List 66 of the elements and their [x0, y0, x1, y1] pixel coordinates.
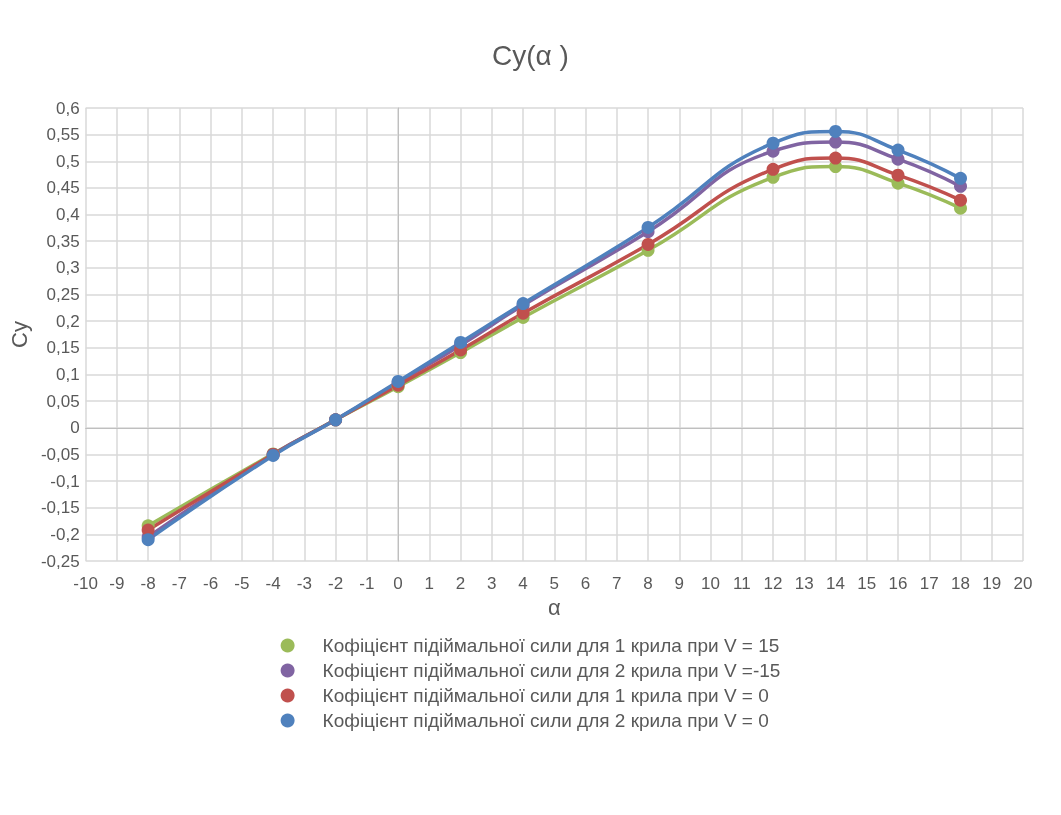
- y-tick-label: 0: [70, 418, 80, 438]
- x-tick-label: 16: [888, 574, 908, 593]
- y-tick-label: 0,25: [46, 285, 80, 305]
- y-tick-label: 0,45: [46, 178, 80, 198]
- x-tick-label: 18: [951, 574, 970, 593]
- y-tick-label: -0,2: [50, 524, 80, 544]
- y-tick-label: 0,1: [56, 364, 80, 384]
- point: [829, 151, 843, 165]
- x-tick-label: -5: [234, 574, 250, 593]
- x-tick-label: 8: [643, 574, 653, 593]
- y-tick-label: 0,5: [56, 151, 80, 171]
- x-tick-label: 7: [612, 574, 622, 593]
- x-tick-label: 13: [794, 574, 814, 593]
- x-tick-label: -10: [73, 574, 98, 593]
- point: [641, 220, 655, 234]
- y-tick-label: 0,35: [46, 231, 80, 251]
- legend-label: Кофіцієнт підіймальної сили для 2 крила при V =-15: [322, 660, 781, 681]
- x-tick-label: -6: [203, 574, 219, 593]
- y-tick-label: 0,15: [46, 338, 80, 358]
- point: [891, 143, 905, 157]
- x-tick-label: -2: [328, 574, 344, 593]
- x-tick-label: 0: [393, 574, 403, 593]
- y-axis-title: Cy: [6, 321, 32, 348]
- chart-title: Cy(α ): [492, 39, 569, 71]
- y-tick-label: 0,6: [56, 98, 80, 118]
- y-tick-label: 0,3: [56, 258, 80, 278]
- y-tick-label: 0,2: [56, 311, 80, 331]
- x-tick-label: 10: [701, 574, 721, 593]
- y-tick-label: 0,4: [56, 205, 80, 225]
- legend-label: Кофіцієнт підіймальної сили для 1 крила при V = 15: [322, 635, 780, 656]
- x-tick-label: 15: [857, 574, 877, 593]
- point: [954, 193, 968, 207]
- point: [891, 168, 905, 182]
- x-tick-label: 3: [487, 574, 497, 593]
- y-tick-label: -0,25: [40, 551, 80, 571]
- y-tick-label: 0,55: [46, 125, 80, 145]
- x-tick-label: -8: [140, 574, 156, 593]
- x-tick-label: 6: [580, 574, 591, 593]
- x-tick-label: 9: [674, 574, 685, 593]
- y-tick-label: 0,05: [46, 391, 80, 411]
- x-tick-label: -4: [265, 574, 281, 593]
- x-tick-label: -1: [359, 574, 375, 593]
- point: [954, 171, 968, 185]
- x-tick-label: 12: [763, 574, 783, 593]
- x-tick-label: 11: [732, 574, 751, 593]
- x-tick-label: 4: [518, 574, 528, 593]
- x-tick-label: 2: [455, 574, 466, 593]
- x-tick-label: 14: [826, 574, 845, 593]
- x-tick-label: 20: [1013, 574, 1033, 593]
- point: [829, 124, 843, 138]
- legend-label: Кофіцієнт підіймальної сили для 2 крила при V = 0: [322, 710, 769, 731]
- x-tick-label: 17: [919, 574, 939, 593]
- x-tick-label: 1: [424, 574, 435, 593]
- x-tick-label: 19: [982, 574, 1002, 593]
- x-tick-label: -9: [109, 574, 125, 593]
- x-tick-label: -3: [296, 574, 312, 593]
- y-tick-label: -0,1: [50, 471, 80, 491]
- point: [641, 237, 655, 251]
- point: [766, 162, 780, 176]
- legend-label: Кофіцієнт підіймальної сили для 1 крила при V = 0: [322, 685, 769, 706]
- x-tick-label: -7: [171, 574, 187, 593]
- y-tick-label: -0,15: [40, 498, 80, 518]
- x-axis-title: α: [547, 595, 561, 621]
- x-tick-label: 5: [549, 574, 560, 593]
- point: [766, 136, 780, 150]
- y-tick-label: -0,05: [40, 444, 80, 464]
